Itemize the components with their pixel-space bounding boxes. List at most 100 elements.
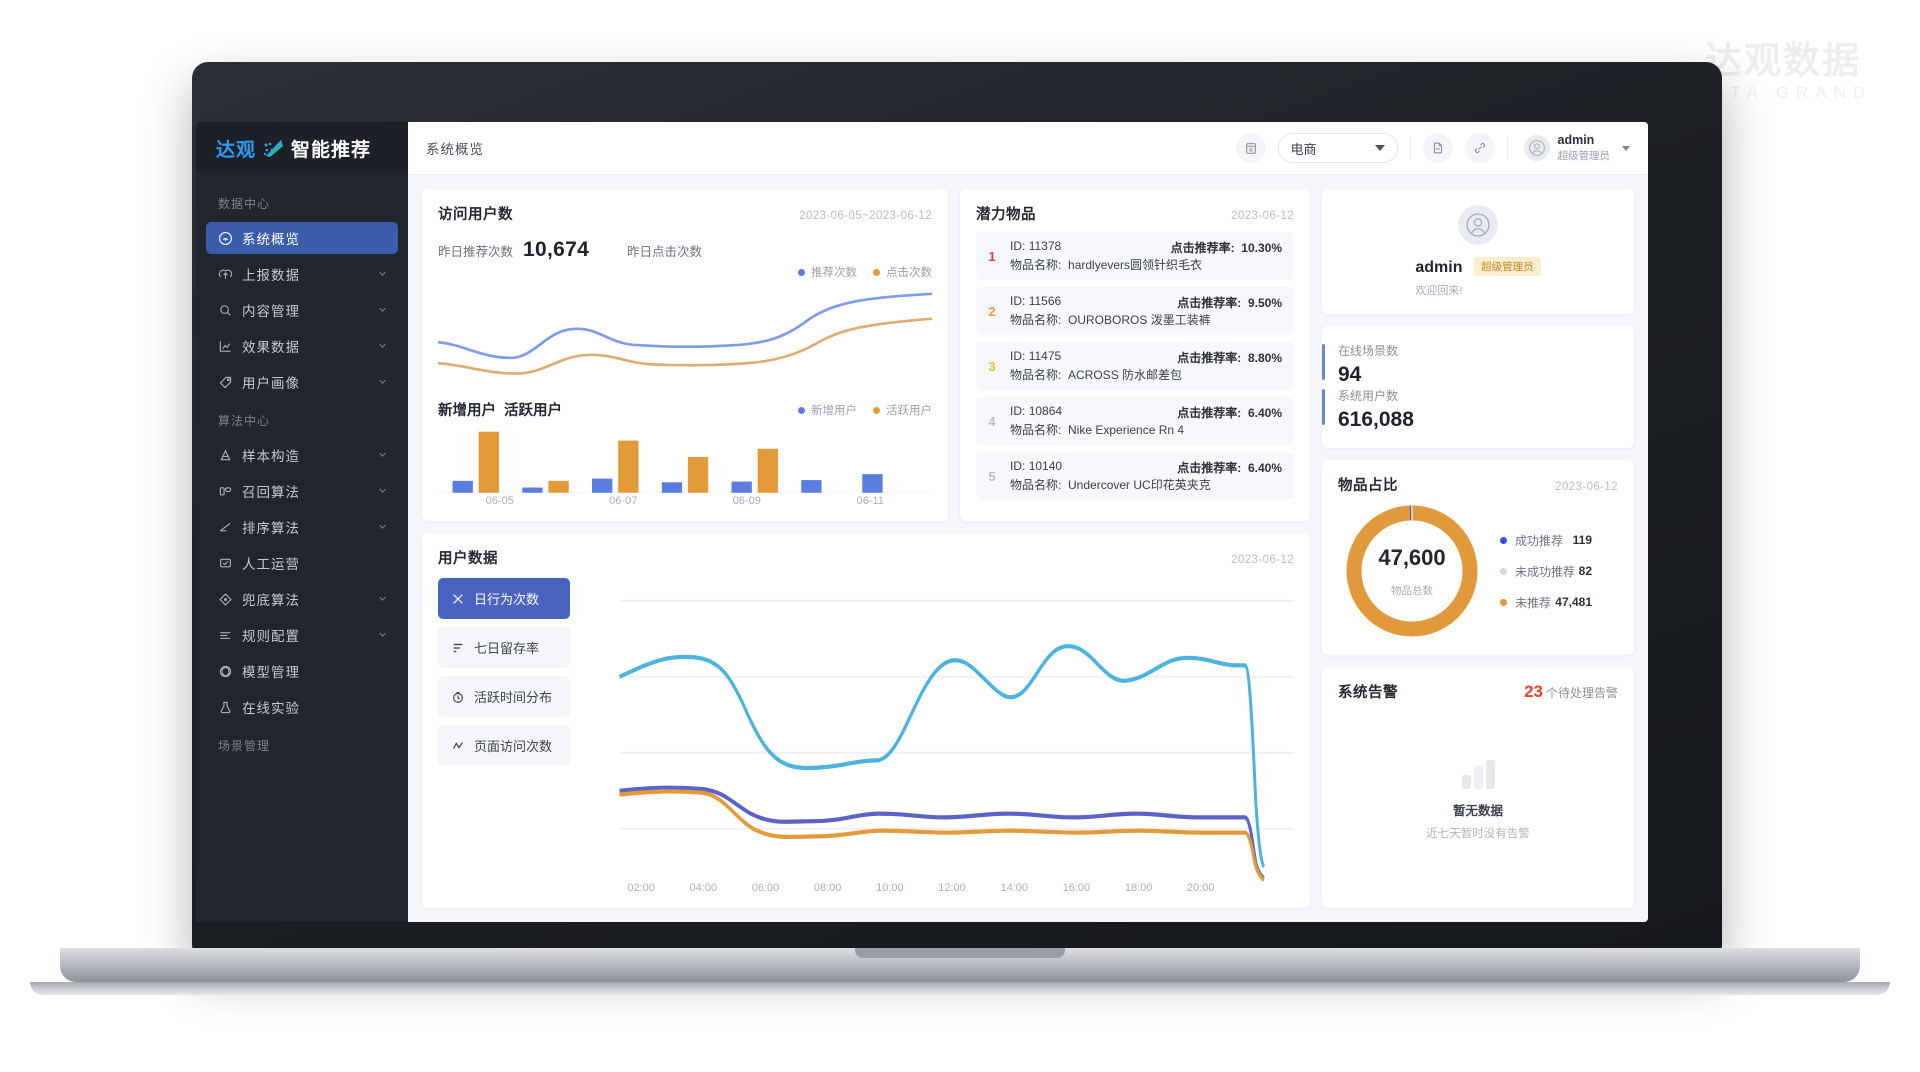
bars-head: 新增用户 活跃用户 新增用户 活跃用户 <box>438 399 932 420</box>
chevron-down-icon <box>377 303 388 318</box>
visits-card-head: 访问用户数 2023-06-05~2023-06-12 <box>438 203 932 224</box>
sidebar-item-model-management[interactable]: 模型管理 <box>206 655 398 687</box>
list-item[interactable]: 4 ID: 10864 点击推荐率: 6.40% <box>976 397 1294 445</box>
donut-legend: 成功推荐 119 未成功推荐 82 未推荐 <box>1482 532 1618 611</box>
sidebar-item-label: 样本构造 <box>242 449 300 464</box>
sidebar-item-manual-operation[interactable]: 人工运营 <box>206 547 398 579</box>
potential-card-head: 潜力物品 2023-06-12 <box>976 203 1294 224</box>
list-item[interactable]: 2 ID: 11566 点击推荐率: 9.50% <box>976 287 1294 335</box>
sidebar-item-sample-construction[interactable]: 样本构造 <box>206 439 398 471</box>
legend-item-new-users: 新增用户 <box>798 402 857 418</box>
brand-logo[interactable]: 达观 智能推荐 <box>196 122 408 175</box>
tab-label: 页面访问次数 <box>474 739 553 754</box>
sidebar-item-user-profile[interactable]: 用户画像 <box>206 366 398 398</box>
model-icon <box>216 664 234 679</box>
user-data-card: 用户数据 2023-06-12 日行为次数 <box>422 533 1310 908</box>
tab-daily-behavior[interactable]: 日行为次数 <box>438 578 570 619</box>
item-name-label: 物品名称: <box>1010 423 1062 437</box>
brand-mark-icon <box>262 139 285 158</box>
user-data-chart-wrap: 02:00 04:00 06:00 08:00 10:00 12:00 14:0… <box>584 578 1294 894</box>
tab-page-visits[interactable]: 页面访问次数 <box>438 725 570 766</box>
axis-tick: 08:00 <box>813 882 842 894</box>
sidebar-item-online-experiment[interactable]: 在线实验 <box>206 691 398 723</box>
rank-badge: 5 <box>988 468 996 484</box>
topbar-divider <box>1409 136 1411 160</box>
item-name-label: 物品名称: <box>1010 368 1062 382</box>
axis-tick: 20:00 <box>1187 882 1215 894</box>
sidebar-item-recall-algorithm[interactable]: 召回算法 <box>206 475 398 507</box>
item-rate: 点击推荐率: 9.50% <box>1177 294 1282 311</box>
sidebar-item-ranking-algorithm[interactable]: 排序算法 <box>206 511 398 543</box>
donut-total-label: 物品总数 <box>1391 584 1433 597</box>
sidebar-item-rules-config[interactable]: 规则配置 <box>206 619 398 651</box>
top-row: 访问用户数 2023-06-05~2023-06-12 昨日推荐次数 10,67… <box>422 189 1310 521</box>
legend-label: 活跃用户 <box>886 405 932 417</box>
user-menu[interactable]: admin 超级管理员 <box>1520 133 1630 163</box>
bars-icon <box>450 641 466 655</box>
laptop-foot <box>30 982 1890 995</box>
list-item[interactable]: 5 ID: 10140 点击推荐率: 6.40% <box>976 452 1294 500</box>
visits-kpis: 昨日推荐次数 10,674 昨日点击次数 <box>438 238 932 262</box>
rules-icon <box>216 628 234 643</box>
axis-tick: 06-09 <box>732 495 761 507</box>
nav-group-title-data: 数据中心 <box>218 197 271 211</box>
item-rate: 点击推荐率: 10.30% <box>1171 239 1282 256</box>
potential-items-card: 潜力物品 2023-06-12 1 ID: 11378 <box>960 189 1310 521</box>
legend-item-unsuccess: 未成功推荐 82 <box>1500 563 1618 580</box>
kpi-label-click: 昨日点击次数 <box>627 245 703 259</box>
tab-label: 日行为次数 <box>474 592 540 607</box>
sidebar-item-upload-data[interactable]: 上报数据 <box>206 258 398 290</box>
sidebar-item-system-overview[interactable]: 系统概览 <box>206 222 398 254</box>
bars-legend: 新增用户 活跃用户 <box>562 402 932 418</box>
donut-wrap: 47,600 物品总数 成功推荐 119 <box>1338 501 1618 641</box>
upload-icon <box>216 267 234 282</box>
list-item[interactable]: 3 ID: 11475 点击推荐率: 8.80% <box>976 342 1294 390</box>
chevron-down-icon <box>377 448 388 463</box>
sidebar-item-label: 在线实验 <box>242 701 300 716</box>
axis-tick: 04:00 <box>689 882 718 894</box>
calendar-icon[interactable] <box>1235 133 1266 163</box>
welcome-text-block: admin 超级管理员 欢迎回来! <box>1415 257 1541 298</box>
welcome-card: admin 超级管理员 欢迎回来! <box>1322 189 1634 314</box>
rank-badge: 1 <box>988 248 996 264</box>
laptop-screen: 达观 智能推荐 数据中心 <box>196 122 1648 922</box>
document-icon[interactable] <box>1422 133 1453 163</box>
sidebar-item-content-management[interactable]: 内容管理 <box>206 294 398 326</box>
item-rate-label: 点击推荐率: <box>1177 296 1242 310</box>
tab-seven-day-retention[interactable]: 七日留存率 <box>438 627 570 668</box>
item-name-label: 物品名称: <box>1010 258 1062 272</box>
user-data-tabs: 日行为次数 七日留存率 <box>438 578 570 894</box>
daily-behavior-line-chart <box>584 578 1294 882</box>
legend-item-recommend: 推荐次数 <box>798 264 857 280</box>
link-icon[interactable] <box>1464 133 1495 163</box>
scene-select-value: 电商 <box>1290 141 1317 157</box>
left-column: 访问用户数 2023-06-05~2023-06-12 昨日推荐次数 10,67… <box>422 189 1310 908</box>
list-item[interactable]: 1 ID: 11378 点击推荐率: 10.30% <box>976 232 1294 280</box>
chevron-down-icon <box>1374 145 1385 151</box>
legend-label: 成功推荐 <box>1515 533 1564 548</box>
legend-item-unrecommended: 未推荐 47,481 <box>1500 594 1618 611</box>
sample-icon <box>216 448 234 463</box>
topbar-actions: 电商 <box>1235 133 1630 163</box>
user-role: 超级管理员 <box>1557 150 1611 162</box>
axis-tick: 10:00 <box>876 882 904 894</box>
axis-tick: 02:00 <box>627 882 655 894</box>
user-name: admin <box>1557 133 1595 148</box>
user-meta: admin 超级管理员 <box>1558 133 1611 163</box>
page-title: 访问用户数 <box>438 207 513 223</box>
kpi-label-recommend: 昨日推荐次数 <box>438 245 514 259</box>
user-data-date: 2023-06-12 <box>1231 554 1294 566</box>
alerts-empty-state: 暂无数据 近七天暂时没有告警 <box>1338 702 1618 894</box>
sidebar-item-effect-data[interactable]: 效果数据 <box>206 330 398 362</box>
item-ratio-card: 物品占比 2023-06-12 47, <box>1322 460 1634 655</box>
chevron-down-icon <box>377 520 388 535</box>
chart-icon <box>216 339 234 354</box>
sidebar-item-fallback-algorithm[interactable]: 兜底算法 <box>206 583 398 615</box>
topbar: 系统概览 电商 <box>408 122 1648 175</box>
legend-label: 新增用户 <box>811 405 857 417</box>
item-name-value: OUROBOROS 泼墨工装裤 <box>1068 313 1211 327</box>
welcome-user-name: admin <box>1415 259 1463 276</box>
tab-active-time-distribution[interactable]: 活跃时间分布 <box>438 676 570 717</box>
scene-select[interactable]: 电商 <box>1277 133 1398 163</box>
